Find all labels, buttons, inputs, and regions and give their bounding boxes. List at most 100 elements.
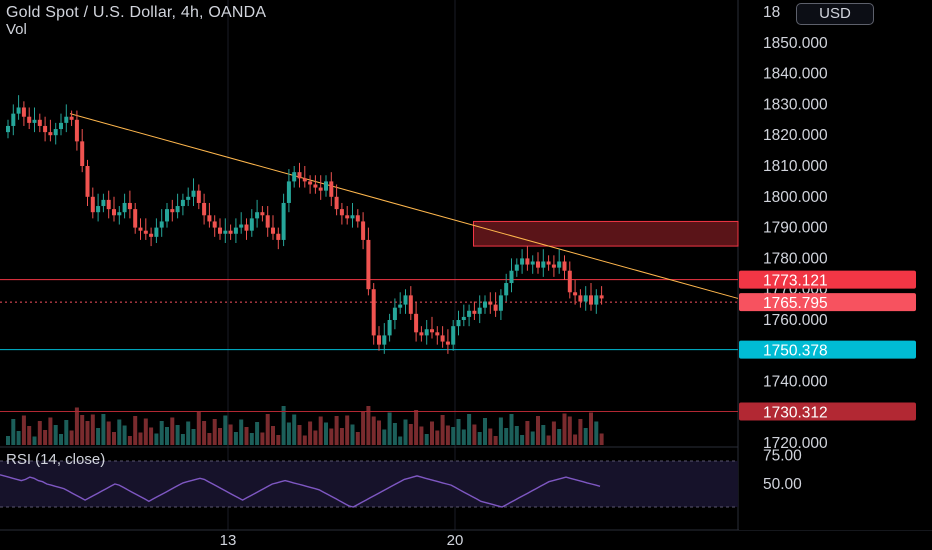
- candle-body: [202, 202, 207, 216]
- rsi-tick-label: 75.00: [763, 447, 802, 464]
- candle-body: [133, 209, 138, 228]
- candle-body: [599, 295, 604, 299]
- candle-body: [472, 310, 477, 314]
- candle-body: [127, 202, 132, 210]
- price-tick-label: 1720.000: [763, 435, 828, 452]
- candle-body: [403, 295, 408, 305]
- candle-body: [186, 196, 191, 200]
- price-tick-label: 1840.000: [763, 66, 828, 83]
- volume-bar: [59, 434, 63, 445]
- volume-bar: [165, 427, 169, 445]
- candle-body: [366, 239, 371, 290]
- volume-bar: [366, 406, 371, 445]
- price-tick-label: 1850.000: [763, 35, 828, 52]
- candle-body: [318, 187, 323, 191]
- candle-body: [324, 181, 328, 191]
- candle-body: [43, 125, 48, 133]
- price-label-value: 1773.121: [763, 273, 828, 290]
- candle-body: [451, 326, 456, 345]
- candle-body: [212, 221, 217, 228]
- candle-body: [578, 295, 583, 302]
- candle-body: [445, 341, 450, 345]
- candle-body: [6, 125, 10, 133]
- candle-body: [308, 181, 313, 185]
- volume-bar: [403, 419, 408, 445]
- volume-bar: [525, 421, 530, 445]
- horizontal-levels: [0, 279, 738, 412]
- time-axis[interactable]: 13 20: [220, 532, 464, 549]
- candle-body: [387, 320, 392, 336]
- candle-body: [435, 332, 440, 336]
- price-tick-label: 1800.000: [763, 189, 828, 206]
- volume-bar: [80, 415, 85, 445]
- candle-body: [483, 301, 487, 308]
- candle-body: [154, 227, 159, 237]
- price-tick-label: 1810.000: [763, 158, 828, 175]
- volume-bar: [292, 414, 297, 445]
- volume-bar: [371, 416, 376, 445]
- volume-bar: [589, 412, 593, 445]
- volume-bar: [541, 425, 546, 445]
- candle-body: [286, 181, 291, 203]
- volume-bar: [90, 414, 95, 445]
- volume-bar: [286, 422, 291, 445]
- candle-body: [345, 215, 350, 219]
- volume-bar: [96, 428, 101, 445]
- volume-bar: [398, 436, 403, 445]
- volume-bar: [117, 419, 122, 445]
- candle-body: [488, 301, 493, 305]
- candle-body: [329, 181, 334, 197]
- volume-bar: [361, 412, 366, 445]
- volume-bar: [483, 418, 487, 445]
- candle-body: [541, 261, 546, 268]
- price-tick-label: 1760.000: [763, 312, 828, 329]
- volume-bar: [424, 434, 429, 445]
- volume-bar: [583, 428, 588, 445]
- candle-body: [392, 307, 397, 320]
- volume-bar: [37, 421, 42, 445]
- price-tick-label: 1830.000: [763, 96, 828, 113]
- candle-body: [249, 218, 254, 231]
- price-label-box: [739, 293, 916, 312]
- volume-bar: [11, 419, 16, 445]
- volume-bar: [223, 415, 228, 445]
- volume-legend: Vol: [6, 21, 27, 38]
- volume-bar: [329, 428, 334, 445]
- rsi-line: [0, 474, 601, 508]
- chart-title: Gold Spot / U.S. Dollar, 4h, OANDA: [6, 4, 267, 21]
- candle-body: [80, 141, 85, 166]
- volume-bar: [281, 406, 286, 445]
- volume-bar: [350, 424, 355, 445]
- candle-body: [239, 224, 244, 228]
- volume-bar: [249, 433, 254, 445]
- volume-bar: [472, 424, 477, 445]
- time-label: 13: [220, 532, 237, 549]
- volume-bar: [69, 430, 74, 445]
- volume-bars: [6, 406, 604, 445]
- candle-body: [530, 261, 535, 265]
- volume-bar: [43, 430, 48, 445]
- price-label-box: [739, 402, 916, 421]
- candle-body: [143, 230, 148, 234]
- volume-bar: [202, 421, 207, 445]
- candle-body: [589, 295, 593, 305]
- price-label-value: 1730.312: [763, 404, 828, 421]
- volume-bar: [573, 434, 578, 445]
- volume-bar: [6, 436, 10, 445]
- candle-body: [567, 270, 572, 293]
- volume-bar: [313, 430, 318, 445]
- candle-body: [498, 295, 503, 311]
- price-axis[interactable]: 18 1850.000 1840.000 1830.000 1820.000 1810.0…: [739, 0, 932, 530]
- candle-body: [302, 178, 307, 182]
- volume-bar: [414, 410, 419, 445]
- resistance-zone-rect: [473, 220, 739, 247]
- trendline-line: [69, 113, 739, 299]
- volume-bar: [445, 425, 450, 445]
- volume-bar: [159, 421, 164, 445]
- candle-body: [525, 258, 530, 265]
- candle-body: [371, 289, 376, 336]
- currency-button[interactable]: USD: [796, 3, 874, 25]
- volume-bar: [594, 421, 599, 445]
- volume-bar: [477, 432, 482, 445]
